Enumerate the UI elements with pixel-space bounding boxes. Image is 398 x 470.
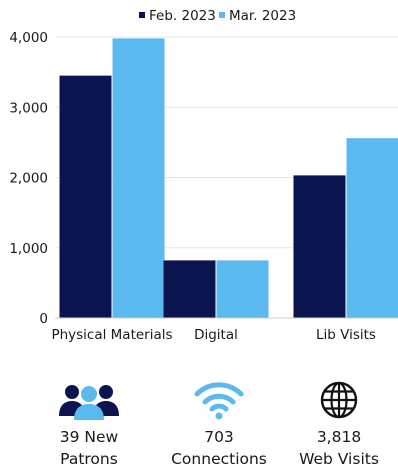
stat-label: Patrons — [29, 448, 149, 470]
bar — [217, 260, 269, 318]
y-tick-label: 0 — [39, 311, 48, 327]
stat-value: 39 New — [29, 426, 149, 448]
stat-connections: 703 Connections — [159, 372, 279, 470]
stat-new-patrons: 39 New Patrons — [29, 372, 149, 470]
legend: Feb. 2023 Mar. 2023 — [139, 8, 296, 24]
y-tick-label: 3,000 — [9, 100, 48, 116]
x-axis-labels: Physical Materials Digital Lib Visits — [51, 327, 376, 343]
legend-label-mar: Mar. 2023 — [229, 8, 296, 24]
y-tick-label: 2,000 — [9, 171, 48, 187]
y-tick-label: 1,000 — [9, 241, 48, 257]
globe-icon — [279, 372, 398, 420]
x-tick-label: Lib Visits — [316, 327, 376, 343]
stat-value: 3,818 — [279, 426, 398, 448]
x-tick-label: Physical Materials — [51, 327, 172, 343]
x-tick-label: Digital — [194, 327, 238, 343]
stat-label: Connections — [159, 448, 279, 470]
legend-swatch-mar — [219, 12, 225, 18]
y-axis-ticks: 4,000 3,000 2,000 1,000 0 — [9, 30, 48, 327]
bar — [60, 76, 112, 318]
legend-label-feb: Feb. 2023 — [149, 8, 216, 24]
stat-web-visits: 3,818 Web Visits — [279, 372, 398, 470]
legend-swatch-feb — [139, 12, 145, 18]
wifi-icon — [159, 372, 279, 420]
bar — [347, 138, 398, 318]
stat-label: Web Visits — [279, 448, 398, 470]
bar — [113, 38, 165, 318]
bar — [164, 260, 216, 318]
y-tick-label: 4,000 — [9, 30, 48, 46]
bar — [294, 175, 346, 318]
bar-chart: Feb. 2023 Mar. 2023 4,000 3,000 2,000 1,000… — [0, 0, 398, 360]
people-icon — [29, 372, 149, 420]
stat-value: 703 — [159, 426, 279, 448]
bars — [60, 38, 398, 318]
